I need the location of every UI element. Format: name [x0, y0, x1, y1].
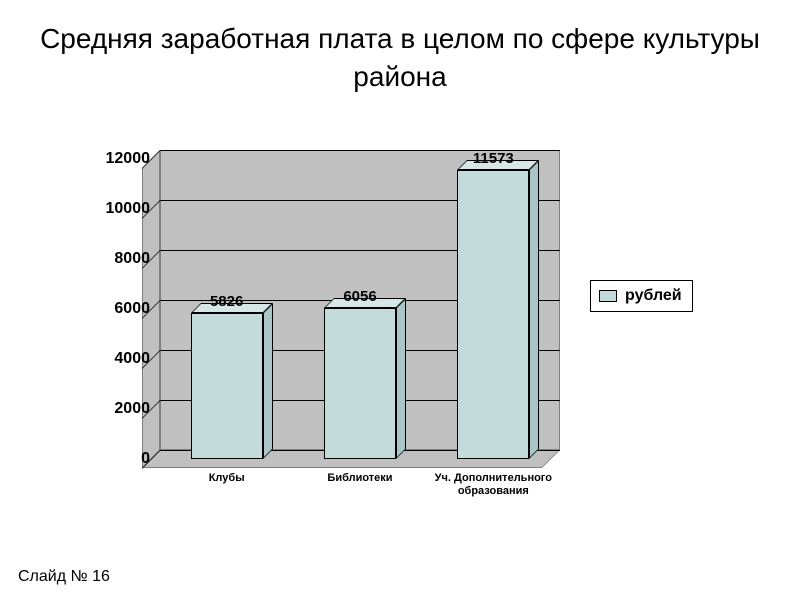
- bar: 11573: [457, 170, 529, 459]
- ytick-label: 6000: [70, 300, 150, 318]
- bar-side: [396, 298, 406, 459]
- bar-value-label: 5826: [176, 293, 277, 310]
- ytick-label: 2000: [70, 400, 150, 418]
- xtick-label: Библиотеки: [293, 472, 426, 485]
- ytick-label: 0: [70, 450, 150, 468]
- bar-front: [324, 308, 396, 459]
- plot-area: 5826605611573 КлубыБиблиотекиУч. Дополни…: [160, 150, 560, 450]
- legend: рублей: [590, 280, 693, 312]
- bar-side: [263, 303, 273, 459]
- xtick-label: Уч. Дополнительного образования: [427, 472, 560, 498]
- chart-area: 5826 6056 11573 КлубыБиблиотекиУч. Дополни…: [70, 150, 720, 510]
- ytick-label: 4000: [70, 350, 150, 368]
- bar-value-label: 11573: [443, 150, 544, 167]
- bar: 6056: [324, 308, 396, 459]
- legend-label: рублей: [625, 287, 682, 305]
- ytick-label: 8000: [70, 250, 150, 268]
- xtick-label: Клубы: [160, 472, 293, 485]
- legend-swatch: [599, 290, 617, 302]
- bar-front: [457, 170, 529, 459]
- bar-front: [191, 313, 263, 459]
- ytick-label: 12000: [70, 150, 150, 168]
- bar-value-label: 6056: [310, 288, 411, 305]
- bar-side: [529, 160, 539, 459]
- ytick-label: 10000: [70, 200, 150, 218]
- slide-number: Слайд № 16: [18, 568, 110, 586]
- chart-title: Средняя заработная плата в целом по сфер…: [0, 0, 800, 106]
- bar: 5826: [191, 313, 263, 459]
